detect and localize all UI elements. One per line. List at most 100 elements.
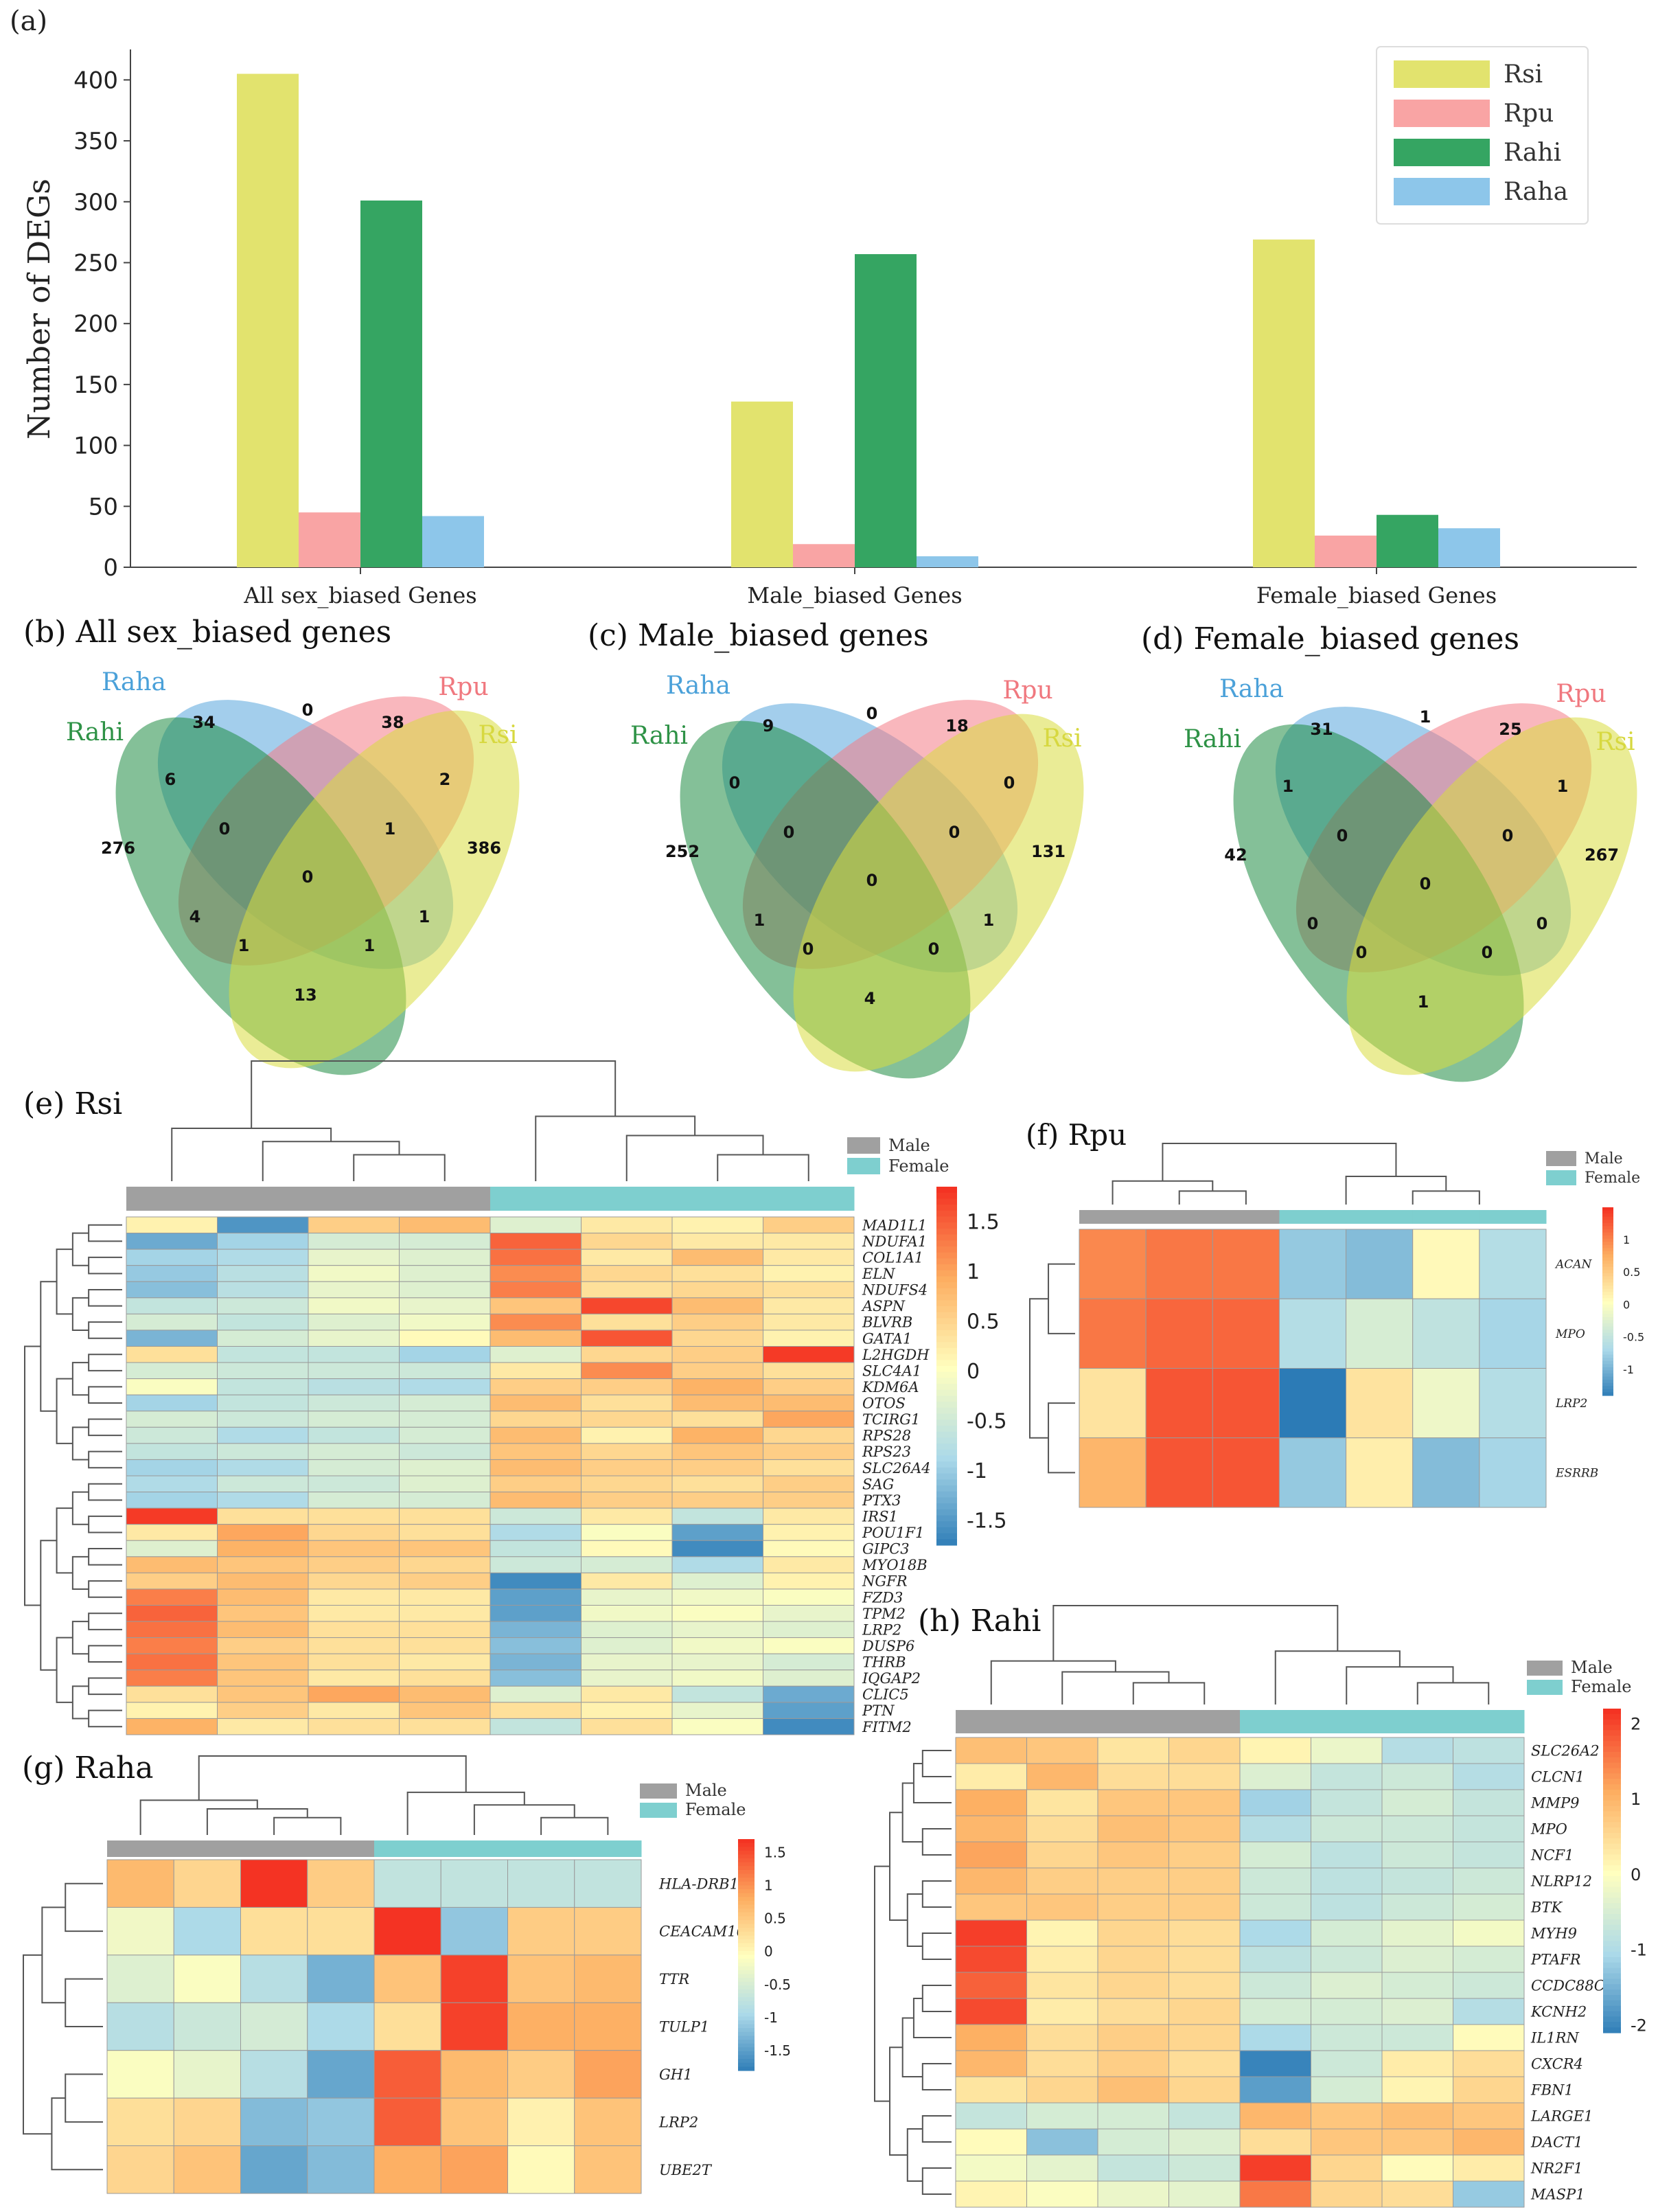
colorbar-segment <box>1603 1979 1621 1985</box>
heatmap-cell <box>1026 2076 1098 2103</box>
heatmap-cell <box>671 1378 763 1395</box>
group-annotation-cell <box>374 1840 441 1857</box>
group-annotation-cell <box>1079 1210 1147 1224</box>
heatmap-cell <box>1278 1229 1347 1299</box>
heatmap-cell <box>1453 2128 1525 2156</box>
heatmap-cell <box>1079 1229 1147 1299</box>
heatmap-cell <box>1311 1841 1383 1869</box>
heatmap-cell <box>763 1653 855 1671</box>
dendrogram-branch <box>262 1141 400 1181</box>
bar-chart-panel-a: (a) 0 50 100 150 200 250 300 350 400 Number of DEG… <box>10 5 1637 608</box>
heatmap-cell <box>307 1859 375 1908</box>
heatmap-cell <box>1239 1763 1311 1790</box>
heatmap-cell <box>307 2050 375 2099</box>
group-legend-swatch-male <box>847 1137 880 1154</box>
row-label: HLA-DRB1 <box>658 1875 739 1892</box>
colorbar-segment <box>738 1900 755 1906</box>
heatmap-cell <box>1168 1972 1241 1999</box>
row-label: POU1F1 <box>862 1525 924 1541</box>
venn-count: 252 <box>665 842 700 861</box>
colorbar-segment <box>738 2059 755 2064</box>
dendrogram-branch <box>912 1998 952 2038</box>
colorbar-segment <box>1602 1332 1613 1336</box>
colorbar-segment <box>936 1395 957 1402</box>
colorbar-segment <box>738 1978 755 1983</box>
heatmap-cell <box>581 1346 673 1363</box>
heatmap-cell <box>373 2002 441 2051</box>
heatmap-cell <box>126 1572 218 1590</box>
colorbar-segment <box>738 2055 755 2060</box>
heatmap-cell <box>1097 1893 1169 1921</box>
heatmap-cell <box>1453 1763 1525 1790</box>
colorbar-segment <box>1603 1881 1621 1888</box>
row-label: TPM2 <box>862 1606 906 1622</box>
venn-count: 0 <box>866 704 878 723</box>
heatmap-cell <box>955 1763 1027 1790</box>
row-label: OTOS <box>862 1395 906 1412</box>
x-tick-label: Female_biased Genes <box>1256 582 1497 608</box>
dendrogram-branch <box>88 1548 122 1566</box>
colorbar-segment <box>738 1839 755 1844</box>
venn-set-label-rsi: Rsi <box>478 721 517 749</box>
heatmap-cell <box>581 1362 673 1380</box>
colorbar-tick-label: 0.5 <box>1623 1266 1640 1279</box>
heatmap-cell <box>217 1281 309 1299</box>
heatmap-cell <box>217 1524 309 1541</box>
colorbar-segment <box>936 1306 957 1313</box>
heatmap-cell <box>581 1297 673 1314</box>
group-annotation-cell <box>240 1840 308 1857</box>
heatmap-cell <box>217 1233 309 1250</box>
colorbar-segment <box>1602 1257 1613 1262</box>
dendrogram-branch <box>65 2073 103 2123</box>
heatmap-cell <box>308 1475 400 1493</box>
heatmap-cell <box>1381 1893 1453 1921</box>
heatmap-cell <box>763 1621 855 1639</box>
legend-label-rpu: Rpu <box>1504 100 1554 128</box>
colorbar-segment <box>1602 1264 1613 1268</box>
colorbar-segment <box>1602 1326 1613 1330</box>
colorbar-segment <box>1603 1871 1621 1877</box>
colorbar-segment <box>1603 1952 1621 1958</box>
colorbar-segment <box>936 1515 957 1522</box>
heatmap-cell <box>671 1362 763 1380</box>
colorbar-segment <box>1602 1360 1613 1365</box>
heatmap-cell <box>763 1297 855 1314</box>
venn-set-label-rsi: Rsi <box>1042 725 1081 753</box>
heatmap-cell <box>1145 1368 1213 1439</box>
colorbar-tick-label: -1 <box>764 2009 778 2026</box>
colorbar-segment <box>1603 2000 1621 2007</box>
colorbar-segment <box>1603 1994 1621 2001</box>
colorbar-segment <box>1603 1784 1621 1790</box>
colorbar-segment <box>1602 1295 1613 1299</box>
heatmap-cell <box>490 1346 582 1363</box>
row-label: NR2F1 <box>1530 2160 1582 2177</box>
heatmap-cell <box>1097 2076 1169 2103</box>
heatmap-cell <box>581 1685 673 1703</box>
colorbar-segment <box>1603 1805 1621 1812</box>
group-annotation-cell <box>490 1187 582 1211</box>
heatmap-cell <box>1278 1298 1347 1369</box>
heatmap-cell <box>671 1248 763 1266</box>
colorbar-segment <box>936 1246 957 1253</box>
colorbar-segment <box>936 1312 957 1319</box>
row-label: SLC26A4 <box>862 1460 931 1476</box>
heatmap-cell <box>308 1507 400 1525</box>
dendrogram-branch <box>406 1791 525 1835</box>
heatmap-cell <box>126 1507 218 1525</box>
heatmap-cell <box>581 1572 673 1590</box>
colorbar-segment <box>1602 1288 1613 1292</box>
heatmap-cell <box>671 1556 763 1573</box>
colorbar-segment <box>738 2016 755 2021</box>
colorbar-segment <box>936 1318 957 1325</box>
heatmap-cell <box>671 1281 763 1299</box>
colorbar-segment <box>936 1491 957 1498</box>
colorbar-segment <box>1603 2005 1621 2012</box>
heatmap-cell <box>955 2050 1027 2077</box>
dendrogram-branch <box>88 1450 122 1469</box>
heatmap-cell <box>1097 1763 1169 1790</box>
heatmap-cell <box>440 2097 508 2147</box>
colorbar-segment <box>936 1467 957 1474</box>
heatmap-cell <box>1412 1368 1480 1439</box>
heatmap-cell <box>399 1248 491 1266</box>
dendrogram-branch <box>24 1345 41 1606</box>
